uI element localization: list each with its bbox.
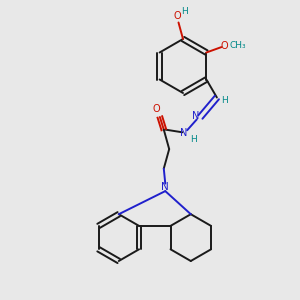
Text: H: H — [190, 135, 196, 144]
Text: CH₃: CH₃ — [230, 41, 246, 50]
Text: O: O — [152, 103, 160, 114]
Text: H: H — [181, 7, 188, 16]
Text: N: N — [192, 111, 199, 121]
Text: O: O — [220, 40, 228, 51]
Text: N: N — [180, 128, 187, 138]
Text: N: N — [161, 182, 169, 192]
Text: H: H — [222, 96, 228, 105]
Text: O: O — [173, 11, 181, 21]
